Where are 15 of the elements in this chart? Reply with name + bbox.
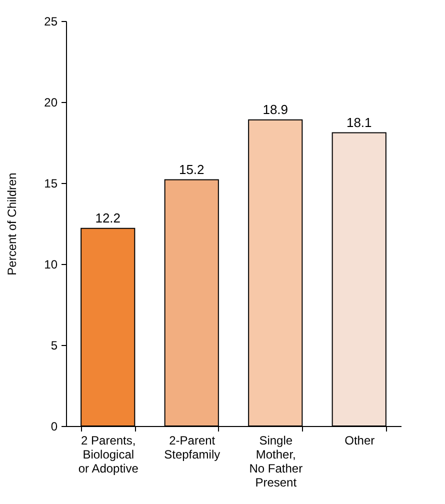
x-tick-label: Single Mother, No Father Present [249,434,303,490]
y-tick-label: 20 [44,96,58,110]
x-tick-label: Other [344,434,375,448]
x-tick-label: 2-Parent Stepfamily [164,434,220,462]
data-label: 18.1 [346,114,372,130]
y-tick-label: 5 [50,338,58,352]
data-label: 12.2 [95,210,121,226]
data-label: 18.9 [262,102,288,117]
data-label: 15.2 [178,162,204,177]
y-axis-title: Percent of Children [5,172,20,276]
y-tick-label: 25 [44,14,58,28]
y-tick-label: 15 [44,176,58,190]
y-tick-label: 10 [44,258,58,272]
x-tick-label: 2 Parents, Biological or Adoptive [78,434,139,476]
y-tick-label: 0 [50,420,58,434]
